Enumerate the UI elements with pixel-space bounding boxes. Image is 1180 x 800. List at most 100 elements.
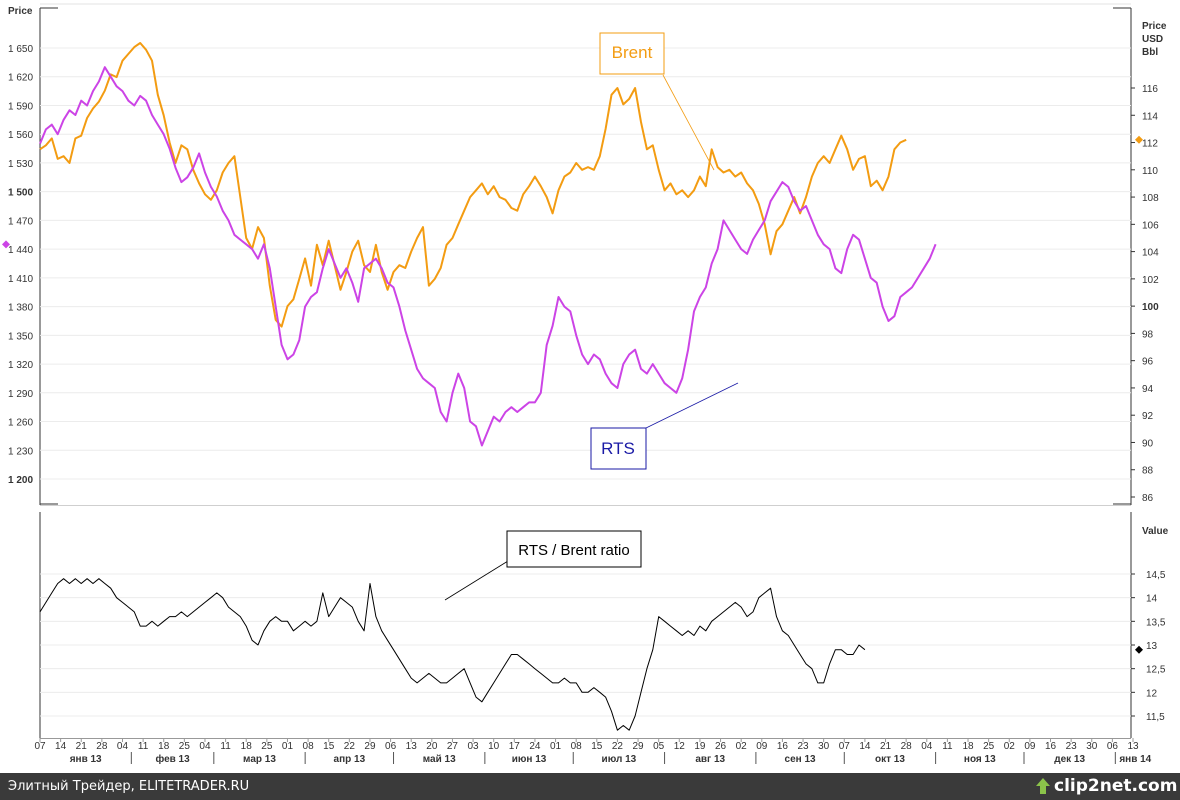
x-tick-label: 21 [880, 741, 892, 752]
month-label: май 13 [423, 754, 456, 765]
x-tick-label: 25 [983, 741, 995, 752]
logo-text: clip2net.com [1054, 776, 1178, 796]
bottom-gridlines [40, 573, 1131, 717]
top-series-lines [39, 42, 937, 447]
right-tick-label: 90 [1142, 438, 1154, 449]
x-tick-label: 02 [736, 741, 748, 752]
x-tick-label: 16 [777, 741, 789, 752]
month-label: фев 13 [155, 753, 190, 765]
month-label: ноя 13 [964, 754, 996, 765]
left-tick-label: 1 560 [8, 130, 33, 141]
x-tick-label: 15 [323, 741, 335, 752]
ratio-callout-label: RTS / Brent ratio [518, 542, 629, 559]
right-tick-label: 88 [1142, 466, 1154, 477]
x-tick-label: 06 [1107, 741, 1119, 752]
x-tick-label: 09 [756, 741, 768, 752]
right-tick-label: 104 [1142, 248, 1159, 259]
bottom-tick-label: 14 [1146, 594, 1158, 605]
left-tick-label: 1 650 [8, 44, 33, 55]
x-tick-label: 04 [199, 741, 211, 752]
left-tick-label: 1 500 [8, 188, 33, 199]
clip2net-logo: clip2net.com [1036, 776, 1177, 797]
right-tick-label: 86 [1142, 493, 1154, 504]
left-tick-label: 1 410 [8, 274, 33, 285]
month-label: апр 13 [334, 754, 366, 765]
x-tick-label: 04 [921, 741, 933, 752]
brent-callout-line [662, 74, 715, 171]
x-tick-label: 25 [261, 741, 273, 752]
upload-arrow-icon [1036, 778, 1050, 794]
top-gridlines [40, 47, 1131, 480]
x-tick-label: 18 [241, 741, 253, 752]
x-tick-label: 29 [364, 741, 376, 752]
x-tick-label: 10 [488, 741, 500, 752]
right-tick-label: 114 [1142, 111, 1158, 122]
right-tick-label: 106 [1142, 220, 1159, 231]
x-tick-label: 06 [385, 741, 397, 752]
x-tick-label: 28 [901, 741, 913, 752]
x-tick-label: 22 [612, 741, 624, 752]
month-label: июн 13 [512, 754, 547, 765]
x-axis: 07 14 21 28 04 11 18 25 04 11 18 25 01 08 15 22 29 06 13 20… [34, 738, 1152, 765]
bottom-tick-label: 12,5 [1146, 665, 1166, 676]
ratio-last-value-marker [1135, 645, 1143, 654]
x-tick-label: 14 [859, 741, 871, 752]
right-tick-label: 102 [1142, 275, 1159, 286]
month-label: дек 13 [1054, 754, 1085, 765]
x-tick-label: 02 [1004, 741, 1016, 752]
ratio-callout-box [506, 530, 642, 568]
rts-callout-box [590, 427, 647, 470]
footer-bar: Элитный Трейдер, ELITETRADER.RU clip2net… [0, 773, 1180, 800]
x-tick-label: 21 [76, 741, 88, 752]
x-tick-label: 11 [220, 741, 231, 752]
x-tick-label: 27 [447, 741, 459, 752]
left-axis-label: Price [8, 6, 33, 17]
x-tick-label: 23 [1066, 741, 1078, 752]
x-tick-label: 18 [962, 741, 974, 752]
x-tick-label: 07 [839, 741, 851, 752]
x-tick-label: 01 [282, 741, 294, 752]
left-tick-label: 1 470 [8, 216, 33, 227]
x-tick-label: 11 [942, 741, 953, 752]
right-tick-label: 92 [1142, 411, 1154, 422]
source-credit: Элитный Трейдер, ELITETRADER.RU [8, 779, 250, 794]
brent-last-value-marker [1135, 135, 1143, 144]
x-tick-label: 04 [117, 741, 129, 752]
month-label: сен 13 [785, 754, 817, 765]
right-tick-label: 98 [1142, 329, 1154, 340]
left-tick-label: 1 320 [8, 360, 33, 371]
x-tick-label: 17 [509, 741, 521, 752]
right-axis-label-line: Bbl [1142, 47, 1158, 58]
bottom-tick-label: 12 [1146, 688, 1158, 699]
x-tick-label: 30 [818, 741, 830, 752]
x-tick-label: 22 [344, 741, 356, 752]
right-tick-label: 94 [1142, 384, 1154, 395]
bottom-tick-label: 14,5 [1146, 570, 1166, 581]
x-tick-label: 25 [179, 741, 191, 752]
month-label: мар 13 [243, 754, 276, 765]
x-tick-label: 30 [1086, 741, 1098, 752]
left-tick-label: 1 440 [8, 245, 33, 256]
month-label: июл 13 [602, 754, 637, 765]
rts-last-value-marker [2, 240, 10, 249]
bottom-right-axis-label: Value [1142, 526, 1169, 537]
rts-callout-label: RTS [601, 439, 635, 458]
x-tick-label: 13 [406, 741, 418, 752]
left-axis-ticks: 1 650 1 620 1 590 1 560 1 530 1 500 1 470 1 440… [8, 44, 33, 486]
x-tick-label: 09 [1024, 741, 1036, 752]
month-label: авг 13 [695, 754, 725, 765]
x-tick-label: 13 [1127, 741, 1139, 752]
ratio-line [39, 578, 866, 731]
month-label: янв 14 [1119, 754, 1151, 765]
x-tick-label: 15 [591, 741, 603, 752]
bottom-tick-label: 11,5 [1146, 712, 1165, 723]
x-tick-label: 16 [1045, 741, 1057, 752]
bottom-panel: Value 14,5 14 13,5 13 12,5 12 11,5 RTS / Brent… [39, 512, 1169, 739]
right-axis-ticks: 116 114 112 110 108 106 104 102 100 98 96 94 92 90 88 8… [1131, 84, 1159, 504]
x-tick-label: 14 [55, 741, 67, 752]
rts-callout-line [645, 382, 739, 429]
x-tick-label: 23 [797, 741, 809, 752]
bottom-tick-label: 13 [1146, 641, 1158, 652]
left-tick-label: 1 350 [8, 331, 33, 342]
